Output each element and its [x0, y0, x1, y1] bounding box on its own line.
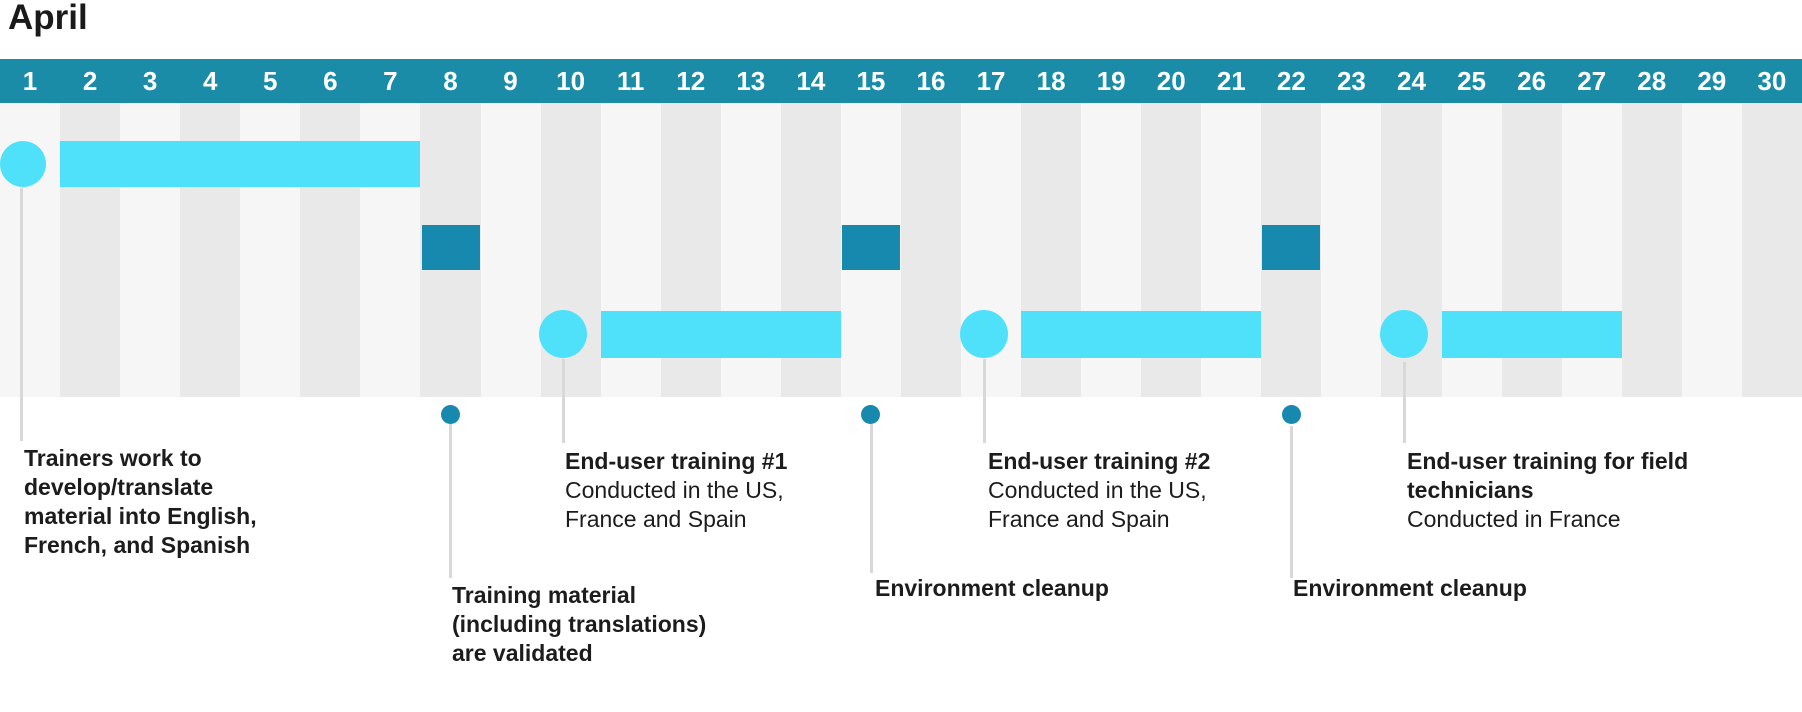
- milestone-square: [841, 225, 900, 270]
- connector-line: [562, 359, 565, 443]
- gantt-start-circle: [539, 310, 588, 358]
- gantt-bar: [600, 311, 841, 358]
- day-stripe: [1741, 103, 1802, 397]
- connector-line: [1289, 426, 1293, 578]
- annotation-end-user-training-2: End-user training #2 Conducted in the US…: [988, 447, 1210, 534]
- gantt-bar: [60, 141, 421, 187]
- day-number: 24: [1397, 66, 1426, 96]
- connector-line: [982, 359, 986, 443]
- day-stripe: [1621, 103, 1682, 397]
- day-stripe: [480, 103, 541, 397]
- day-number: 10: [556, 66, 586, 96]
- annotation-environment-cleanup-1: Environment cleanup: [875, 574, 1109, 603]
- milestone-square: [421, 225, 480, 270]
- annotation-line: (including translations): [452, 611, 707, 637]
- day-number: 20: [1156, 66, 1186, 96]
- annotation-title: technicians: [1407, 477, 1534, 503]
- gantt-bar: [1021, 311, 1262, 358]
- day-number: 2: [82, 66, 98, 96]
- day-number: 13: [736, 66, 766, 96]
- annotation-line: Training material: [452, 582, 637, 608]
- day-number: 9: [503, 66, 518, 96]
- day-number: 29: [1697, 66, 1727, 96]
- connector-line: [869, 424, 873, 573]
- day-stripe: [1681, 103, 1742, 397]
- annotation-line: Conducted in France: [1407, 506, 1621, 532]
- annotation-line: Conducted in the US,: [565, 477, 784, 503]
- annotation-title: End-user training #2: [988, 448, 1211, 474]
- day-number: 3: [142, 66, 158, 96]
- day-number: 16: [916, 66, 946, 96]
- gantt-bar: [1441, 311, 1622, 358]
- month-title: April: [8, 0, 88, 37]
- day-number: 14: [796, 66, 826, 96]
- day-number: 22: [1276, 66, 1306, 96]
- annotation-line: Trainers work to: [24, 445, 202, 471]
- annotation-field-technicians-training: End-user training for field technicians …: [1407, 447, 1688, 534]
- day-number: 6: [323, 66, 338, 96]
- day-number: 11: [616, 66, 645, 96]
- annotation-training-material-validated: Training material (including translation…: [452, 581, 706, 668]
- day-number: 1: [22, 66, 38, 96]
- connector-line: [448, 424, 452, 578]
- annotation-line: France and Spain: [988, 506, 1170, 532]
- day-number: 12: [676, 66, 706, 96]
- annotation-title: Environment cleanup: [1293, 575, 1527, 601]
- annotation-line: material into English,: [24, 503, 257, 529]
- day-number: 26: [1517, 66, 1547, 96]
- day-number: 21: [1216, 66, 1246, 96]
- milestone-dot: [861, 404, 881, 424]
- milestone-dot: [441, 404, 460, 424]
- annotation-line: France and Spain: [565, 506, 747, 532]
- day-number: 23: [1336, 66, 1366, 96]
- gantt-start-circle: [1380, 310, 1429, 358]
- day-stripe: [1321, 103, 1382, 397]
- annotation-trainers-develop-material: Trainers work to develop/translate mater…: [24, 444, 257, 560]
- day-number: 17: [976, 66, 1006, 96]
- annotation-title: Environment cleanup: [875, 575, 1109, 601]
- annotation-line: French, and Spanish: [24, 532, 251, 558]
- milestone-dot: [1281, 404, 1301, 424]
- annotation-title: End-user training #1: [565, 448, 788, 474]
- day-number: 25: [1457, 66, 1486, 96]
- day-number: 15: [856, 66, 886, 96]
- day-number: 7: [383, 66, 398, 96]
- gantt-start-circle: [959, 310, 1008, 358]
- day-number: 8: [443, 66, 458, 96]
- day-stripe: [900, 103, 961, 397]
- day-number: 18: [1036, 66, 1066, 96]
- annotation-environment-cleanup-2: Environment cleanup: [1293, 574, 1527, 603]
- milestone-square: [1262, 225, 1321, 270]
- day-number: 19: [1096, 66, 1126, 96]
- connector-line: [19, 188, 23, 441]
- day-number: 30: [1757, 66, 1787, 96]
- annotation-line: are validated: [452, 640, 593, 666]
- annotation-title: End-user training for field: [1407, 448, 1689, 474]
- connector-line: [1403, 362, 1406, 443]
- day-number: 28: [1637, 66, 1667, 96]
- annotation-line: Conducted in the US,: [988, 477, 1207, 503]
- timeline-header: 1 2 3 4 5 6 7 8 9 10 11 12 13 14 15 16 17 18 19 20 21 22 23 24 2…: [0, 59, 1802, 103]
- day-number: 27: [1577, 66, 1607, 96]
- day-number: 5: [263, 66, 278, 96]
- annotation-end-user-training-1: End-user training #1 Conducted in the US…: [565, 447, 787, 534]
- annotation-line: develop/translate: [24, 474, 214, 500]
- day-number: 4: [202, 66, 218, 96]
- gantt-start-circle: [0, 141, 46, 187]
